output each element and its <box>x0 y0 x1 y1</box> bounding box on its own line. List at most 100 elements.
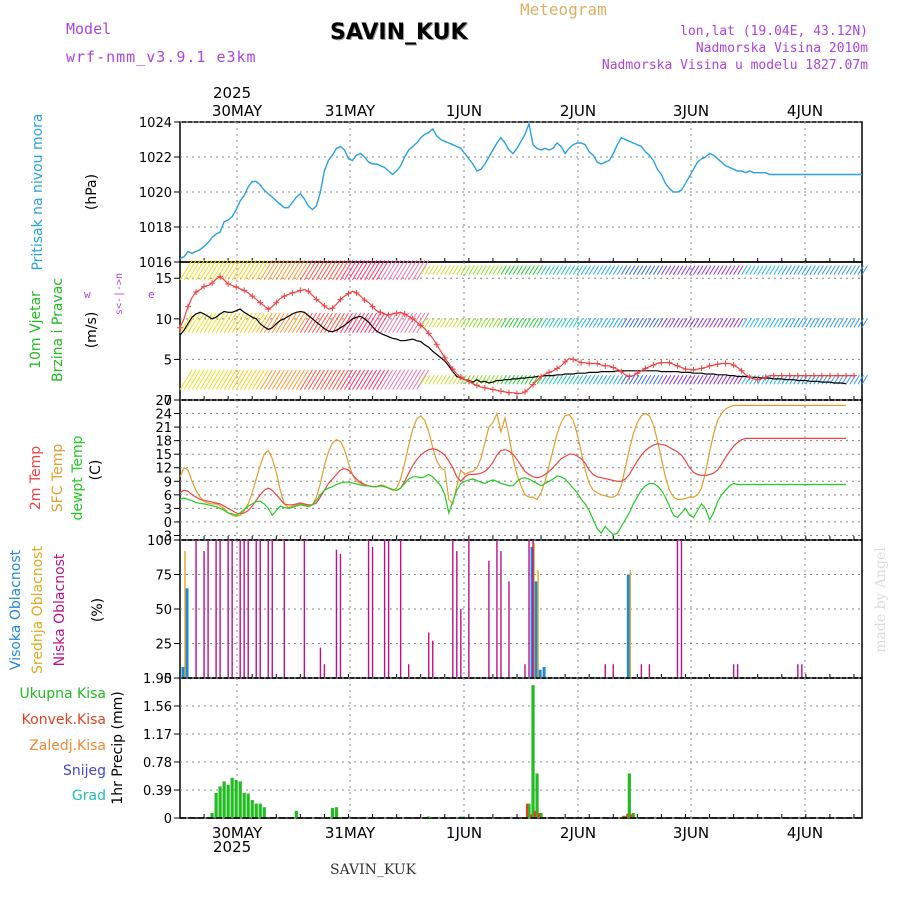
wind-barb <box>861 374 868 385</box>
wind-barb <box>500 318 507 328</box>
wind-barb <box>440 318 447 328</box>
precip-bar-ukupna <box>246 793 250 818</box>
clouds-ytick-label: 100 <box>147 534 172 549</box>
model-name: wrf-nmm_v3.9.1 e3km <box>66 48 257 66</box>
wind-gust-marker <box>193 289 200 296</box>
cloud-bar-niska <box>231 540 233 678</box>
cloud-bar-niska <box>801 664 803 678</box>
wind-gust-marker <box>698 365 705 372</box>
wind-barb <box>436 265 443 275</box>
wind-gust-marker <box>666 359 673 366</box>
wind-barb <box>311 259 325 281</box>
wind-barb <box>380 259 394 281</box>
cloud-bar-niska <box>219 540 221 678</box>
wind-gust-marker <box>738 367 745 374</box>
wind-barb <box>741 318 748 328</box>
wind-gust-marker <box>746 374 753 381</box>
pressure-ytick-label: 1016 <box>139 256 172 271</box>
cloud-bar-srednja <box>537 570 539 678</box>
cloud-bar-niska <box>648 664 651 678</box>
wind-barb <box>540 374 547 385</box>
cloud-bar-niska <box>195 540 197 678</box>
wind-barb <box>548 374 556 385</box>
temp-ylabel-2m: 2m Temp <box>28 446 44 510</box>
wind-gust-marker <box>706 362 713 369</box>
wind-barb <box>480 265 487 275</box>
wind-gust-marker <box>329 305 336 312</box>
wind-barb <box>424 374 431 385</box>
wind-barb <box>556 265 564 275</box>
wind-barb <box>652 318 660 328</box>
wind-barb <box>664 374 672 385</box>
precip-bar-konvek <box>537 812 541 818</box>
cloud-bar-niska <box>432 640 434 678</box>
wind-barb <box>592 318 600 328</box>
wind-barb <box>464 318 471 328</box>
wind-barb <box>416 369 430 390</box>
cloud-bar-visoka <box>626 574 630 678</box>
wind-barb <box>356 312 370 334</box>
precip-bar-ukupna <box>539 812 543 818</box>
wind-barb <box>203 259 217 281</box>
wind-barb <box>845 265 852 275</box>
wind-barb <box>729 318 736 328</box>
wind-barb <box>279 369 293 390</box>
wind-barb <box>849 265 856 275</box>
wind-barb <box>191 259 205 281</box>
precip-bar-konvek <box>529 814 533 818</box>
wind-barb <box>283 259 297 281</box>
wind-barb <box>271 369 285 390</box>
wind-barb <box>303 369 317 390</box>
wind-barb <box>376 312 390 334</box>
wind-barb <box>857 374 864 385</box>
wind-barb <box>644 374 652 385</box>
wind-barb <box>524 265 531 275</box>
temperature-ytick-label: -3 <box>159 529 172 544</box>
precip-legend-snow: Snijeg <box>63 763 106 779</box>
cloud-bar-niska <box>452 540 454 678</box>
wind-barb <box>644 318 652 328</box>
wind-barb <box>600 374 608 385</box>
cloud-bar-niska <box>255 540 257 678</box>
sfc-temp-line <box>179 404 846 518</box>
wind-gust-marker <box>690 366 697 373</box>
wind-barb <box>344 312 358 334</box>
wind-barb <box>456 318 463 328</box>
wind-speed-line <box>179 308 847 385</box>
wind-barb <box>596 265 604 275</box>
wind-gust-marker <box>209 280 216 287</box>
cloud-bar-niska <box>371 546 374 678</box>
wind-barb <box>424 318 431 328</box>
wind-barb <box>231 369 245 390</box>
wind-barb <box>664 265 672 275</box>
wind-barb <box>219 312 233 334</box>
wind-barb <box>640 318 648 328</box>
precip-ytick-label: 0.78 <box>143 756 172 771</box>
cloud-bar-niska <box>732 664 735 678</box>
wind-barb <box>596 374 604 385</box>
wind-gust-marker <box>441 354 448 361</box>
wind-barb <box>560 265 568 275</box>
wind-gust-marker <box>530 381 537 388</box>
precip-bar-ukupna <box>531 685 535 818</box>
wind-barb <box>544 318 551 328</box>
cloud-bar-niska <box>488 560 490 678</box>
wind-gust-marker <box>842 372 849 379</box>
wind-barb <box>769 265 776 275</box>
wind-barb <box>179 259 193 281</box>
wind-barb <box>307 369 321 390</box>
clouds-ytick-label: 25 <box>155 638 172 653</box>
wind-barb <box>773 318 780 328</box>
precip-bar-konvek <box>626 813 629 818</box>
wind-barb <box>315 369 329 390</box>
wind-barb <box>356 259 370 281</box>
wind-barb <box>524 318 531 328</box>
wind-barb <box>203 369 217 390</box>
cloud-bar-niska <box>460 609 462 678</box>
wind-barb <box>584 318 592 328</box>
wind-barb <box>203 312 217 334</box>
precip-bar-ukupna <box>230 777 234 818</box>
cloud-bar-niska <box>387 540 390 678</box>
precip-bar-ukupna <box>334 807 339 818</box>
wind-barb <box>568 265 576 275</box>
